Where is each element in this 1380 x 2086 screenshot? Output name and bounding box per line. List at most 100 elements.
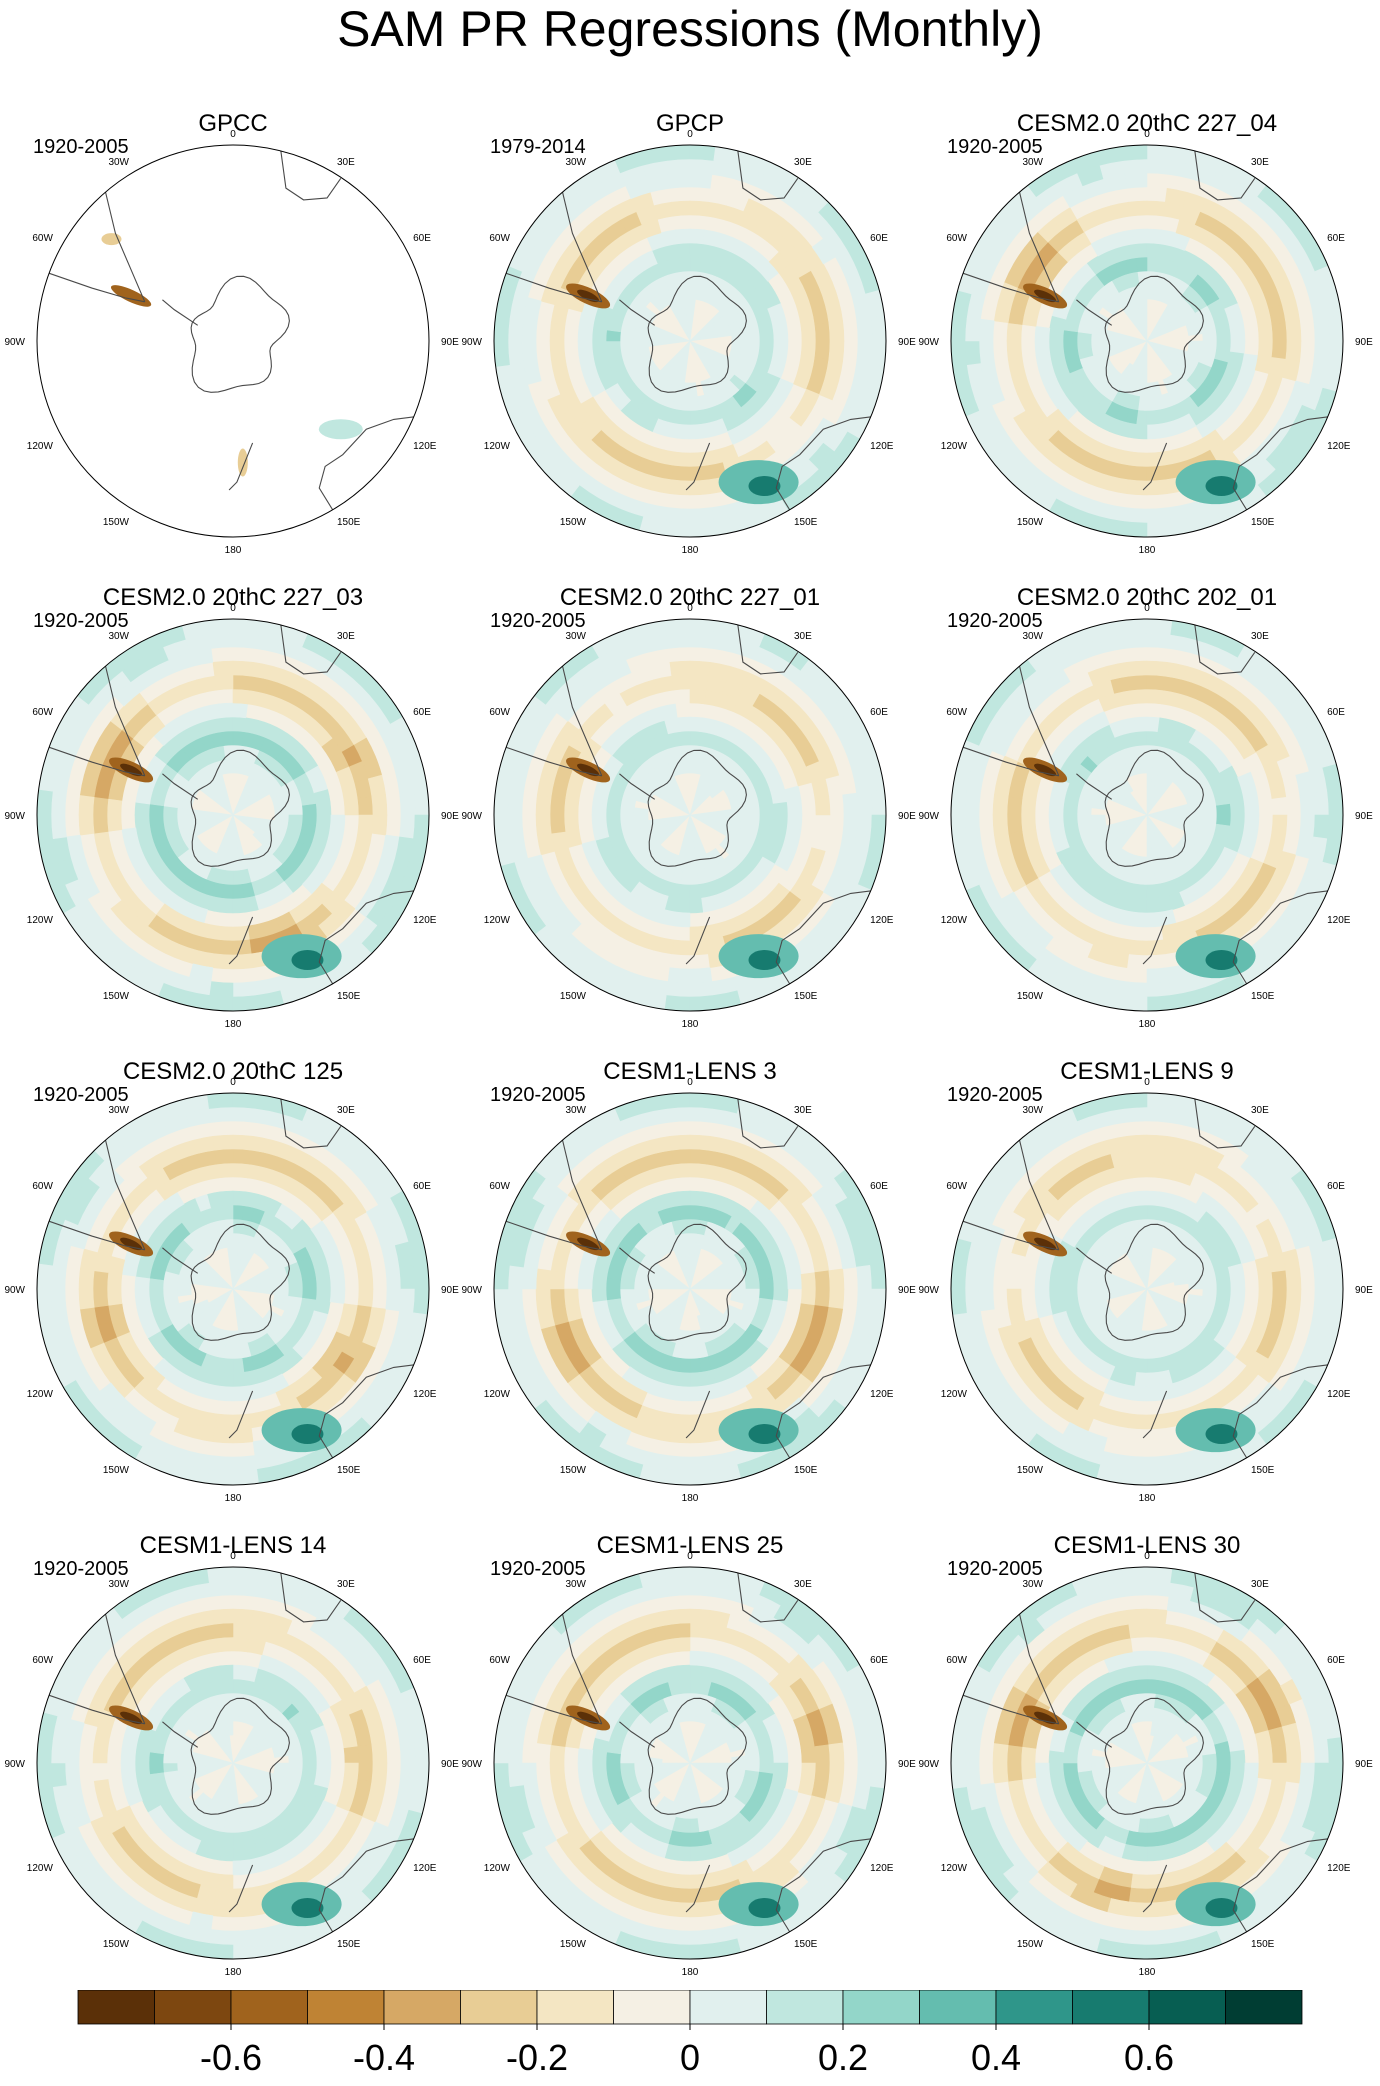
africa-coastline <box>1193 1093 1256 1149</box>
lon-label: 30E <box>1251 157 1269 168</box>
lon-label: 30W <box>1022 1105 1043 1116</box>
peninsula-coastline <box>162 1721 199 1748</box>
new-zealand-coastline <box>685 916 711 965</box>
lon-label: 180 <box>1139 1967 1156 1978</box>
panel-title: CESM1-LENS 9 <box>1060 1058 1233 1085</box>
lon-label: 30E <box>794 631 812 642</box>
africa-coastline <box>736 1093 799 1149</box>
panel-period: 1920-2005 <box>947 136 1043 158</box>
lon-label: 60W <box>489 1655 510 1666</box>
lon-label: 0 <box>687 1551 693 1562</box>
lon-label: 0 <box>687 603 693 614</box>
lon-label: 0 <box>230 129 236 140</box>
lon-label: 150W <box>560 1939 587 1950</box>
lon-label: 60E <box>1327 707 1345 718</box>
lon-label: 60E <box>870 1181 888 1192</box>
colorbar-tick-label: 0 <box>680 2037 700 2078</box>
lon-label: 60E <box>413 1181 431 1192</box>
colorbar-tick-label: 0.4 <box>971 2037 1021 2078</box>
map-border <box>950 1566 1344 1960</box>
new-zealand-coastline <box>685 1390 711 1439</box>
colorbar-swatch <box>766 1990 844 2025</box>
lon-label: 120W <box>484 915 511 926</box>
lon-label: 30W <box>1022 631 1043 642</box>
lon-label: 90W <box>918 1759 939 1770</box>
peninsula-coastline <box>619 1247 656 1274</box>
lon-label: 120E <box>870 1863 894 1874</box>
lon-label: 90E <box>441 1759 459 1770</box>
lon-label: 120W <box>941 1389 968 1400</box>
australia-coastline <box>1232 414 1340 528</box>
lon-label: 60W <box>489 707 510 718</box>
colorbar-swatch <box>1225 1990 1303 2025</box>
lon-label: 150W <box>103 1465 130 1476</box>
figure-title: SAM PR Regressions (Monthly) <box>337 1 1043 57</box>
lon-label: 60W <box>32 1181 53 1192</box>
precip-field <box>37 1093 429 1485</box>
lon-label: 90W <box>461 337 482 348</box>
lon-label: 60W <box>489 233 510 244</box>
lon-label: 120E <box>870 441 894 452</box>
new-zealand-coastline <box>685 1864 711 1913</box>
lon-label: 150E <box>1251 1465 1275 1476</box>
south-america-coastline <box>954 1606 1060 1725</box>
map-border <box>36 1092 430 1486</box>
precip-field <box>37 1567 429 1959</box>
polar-map-panel: CESM1-LENS 14 1920-2005 0 30E 60E 90E 120E 150E… <box>4 1532 459 1978</box>
south-america-coastline <box>954 1132 1060 1251</box>
colorbar-swatch <box>307 1990 385 2025</box>
lon-label: 60E <box>870 707 888 718</box>
lon-label: 120W <box>941 915 968 926</box>
lon-label: 60W <box>32 1655 53 1666</box>
lon-label: 0 <box>1144 1077 1150 1088</box>
colorbar-tick-label: -0.4 <box>353 2037 415 2078</box>
lon-label: 150E <box>1251 1939 1275 1950</box>
lon-label: 60E <box>413 707 431 718</box>
polar-map-panel: CESM1-LENS 3 1920-2005 0 30E 60E 90E 120E 150E 1… <box>461 1058 916 1504</box>
colorbar-swatch <box>689 1990 767 2025</box>
lon-label: 150W <box>1017 1939 1044 1950</box>
panel-period: 1979-2014 <box>490 136 586 158</box>
lon-label: 90W <box>4 337 25 348</box>
antarctica-coastline <box>190 1223 290 1341</box>
antarctica-coastline <box>647 1697 747 1815</box>
africa-coastline <box>279 1567 342 1623</box>
lon-label: 150W <box>560 991 587 1002</box>
south-america-coastline <box>497 184 603 303</box>
panel-period: 1920-2005 <box>490 1558 586 1580</box>
precip-field <box>37 619 429 1011</box>
map-border <box>950 618 1344 1012</box>
peninsula-coastline <box>1076 1247 1113 1274</box>
colorbar-tick-label: 0.6 <box>1124 2037 1174 2078</box>
map-border <box>493 1092 887 1486</box>
lon-label: 120W <box>27 1863 54 1874</box>
map-border <box>36 1566 430 1960</box>
precip-field <box>951 619 1343 1011</box>
lon-label: 120W <box>27 441 54 452</box>
lon-label: 90E <box>898 337 916 348</box>
lon-label: 90E <box>898 1285 916 1296</box>
new-zealand-coastline <box>1142 916 1168 965</box>
peninsula-coastline <box>1076 773 1113 800</box>
lon-label: 90E <box>1355 1759 1373 1770</box>
panel-period: 1920-2005 <box>490 1084 586 1106</box>
panel-period: 1920-2005 <box>33 136 129 158</box>
lon-label: 90E <box>1355 811 1373 822</box>
colorbar: -0.6 -0.4 -0.2 0 0.2 0.4 0.6 <box>77 1990 1303 2078</box>
map-border <box>36 618 430 1012</box>
colorbar-swatch <box>383 1990 461 2025</box>
precip-field <box>494 1093 886 1485</box>
peninsula-coastline <box>1076 1721 1113 1748</box>
peninsula-coastline <box>619 299 656 326</box>
colorbar-tick-label: 0.2 <box>818 2037 868 2078</box>
lon-label: 180 <box>225 1967 242 1978</box>
south-america-coastline <box>497 658 603 777</box>
lon-label: 150W <box>560 517 587 528</box>
lon-label: 150W <box>103 517 130 528</box>
lon-label: 90W <box>461 1285 482 1296</box>
antarctica-coastline <box>1104 1223 1204 1341</box>
lon-label: 30E <box>337 1105 355 1116</box>
lon-label: 0 <box>1144 129 1150 140</box>
